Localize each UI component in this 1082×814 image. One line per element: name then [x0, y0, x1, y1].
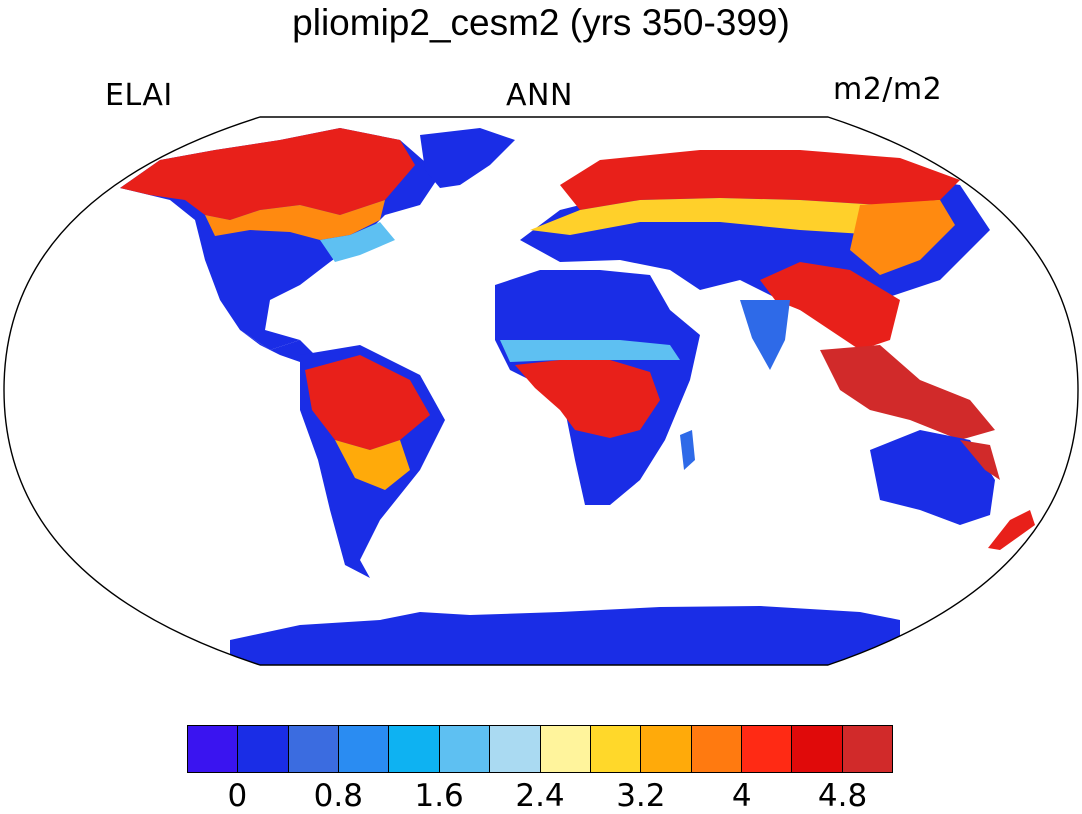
colorbar-cell: [288, 726, 340, 772]
australia-east: [960, 440, 1000, 480]
colorbar-cell: [439, 726, 491, 772]
south-asia-high: [760, 262, 900, 350]
colorbar-cell: [741, 726, 793, 772]
india: [740, 300, 790, 370]
colorbar-tick-label: 0: [227, 778, 248, 814]
colorbar-tick-label: 3.2: [616, 778, 666, 814]
colorbar-labels: 0 0.8 1.6 2.4 3.2 4 4.8: [0, 778, 1082, 814]
colorbar-tick-label: 2.4: [515, 778, 565, 814]
south-america-high: [305, 355, 430, 450]
africa-sahel: [500, 340, 680, 362]
north-america-east: [320, 222, 395, 262]
colorbar-tick-label: 4.8: [817, 778, 868, 814]
colorbar-cell: [188, 726, 239, 772]
colorbar-cell: [792, 726, 843, 772]
north-america-high: [120, 128, 415, 220]
colorbar-cell: [842, 726, 893, 772]
colorbar-cell: [590, 726, 642, 772]
colorbar-tick-label: 0.8: [313, 778, 363, 814]
south-america-mid: [335, 440, 410, 490]
central-america: [240, 330, 315, 362]
australia-low: [870, 430, 995, 525]
colorbar-cell: [540, 726, 591, 772]
colorbar-tick-label: 4: [731, 778, 752, 814]
eurasia-high: [560, 150, 960, 210]
colorbar-cell: [490, 726, 541, 772]
colorbar-cell: [389, 726, 440, 772]
north-america-mid: [205, 200, 385, 240]
eurasia-east-warm: [850, 200, 955, 275]
greenland: [420, 128, 515, 188]
eurasia-mid: [530, 198, 940, 235]
season-label: ANN: [506, 78, 573, 113]
units-label: m2/m2: [833, 72, 943, 107]
colorbar-cell: [238, 726, 289, 772]
colorbar-cell: [339, 726, 390, 772]
africa-central-high: [515, 360, 660, 438]
colorbar-cell: [691, 726, 742, 772]
map-title: pliomip2_cesm2 (yrs 350-399): [292, 2, 790, 43]
new-zealand: [988, 510, 1035, 550]
antarctica: [230, 606, 900, 665]
land-fields: [120, 128, 1035, 665]
map-boundary: [3, 116, 1079, 666]
colorbar: [187, 725, 893, 773]
madagascar: [680, 430, 695, 470]
indonesia: [820, 345, 995, 440]
variable-label: ELAI: [105, 78, 173, 113]
colorbar-tick-label: 1.6: [414, 778, 464, 814]
colorbar-cell: [641, 726, 692, 772]
